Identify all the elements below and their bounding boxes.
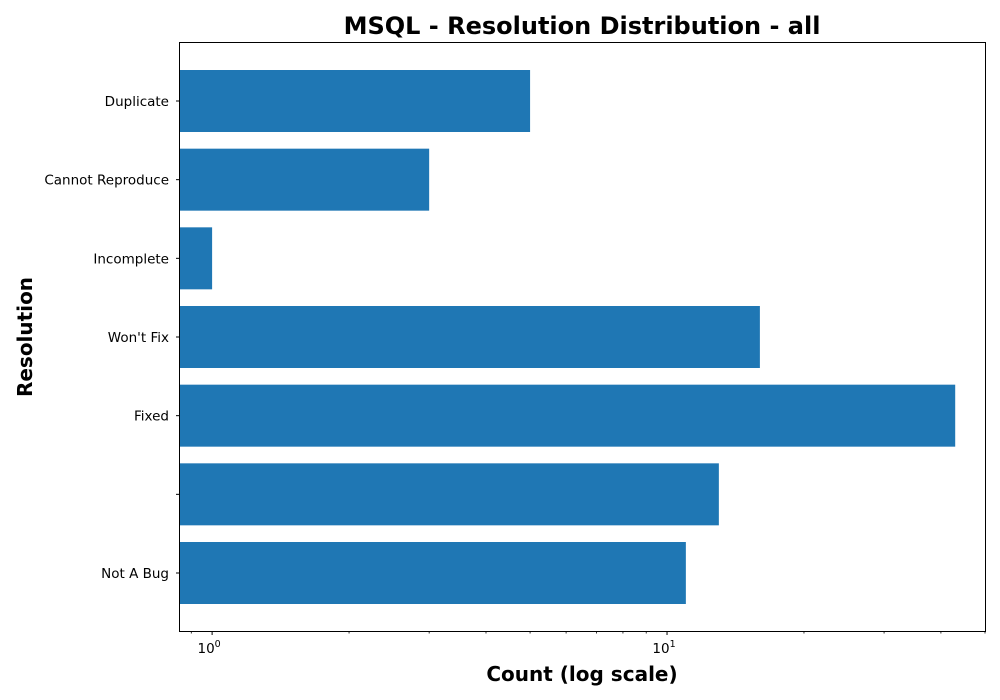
y-tick-label: Incomplete: [93, 251, 169, 267]
bar: [180, 227, 213, 290]
chart-title: MSQL - Resolution Distribution - all: [344, 12, 821, 40]
y-tick-label: Cannot Reproduce: [44, 173, 169, 189]
x-axis: 100 101: [190, 631, 986, 657]
bar: [180, 306, 760, 368]
bars-group: [180, 70, 956, 604]
bar: [180, 542, 686, 604]
bar: [180, 384, 956, 447]
y-axis: Duplicate Cannot Reproduce Incomplete Won't…: [44, 94, 180, 582]
x-tick-label: 101: [652, 639, 675, 657]
y-tick-label: Not A Bug: [101, 566, 169, 582]
y-tick-label: Fixed: [134, 409, 169, 425]
bar: [180, 148, 430, 211]
bar: [180, 463, 719, 526]
x-tick-label: 100: [197, 639, 220, 657]
x-axis-label: Count (log scale): [486, 662, 677, 686]
bar: [180, 70, 531, 132]
y-tick-label: Won't Fix: [108, 330, 169, 346]
y-tick-label: Duplicate: [105, 94, 169, 110]
y-axis-label: Resolution: [13, 277, 37, 397]
